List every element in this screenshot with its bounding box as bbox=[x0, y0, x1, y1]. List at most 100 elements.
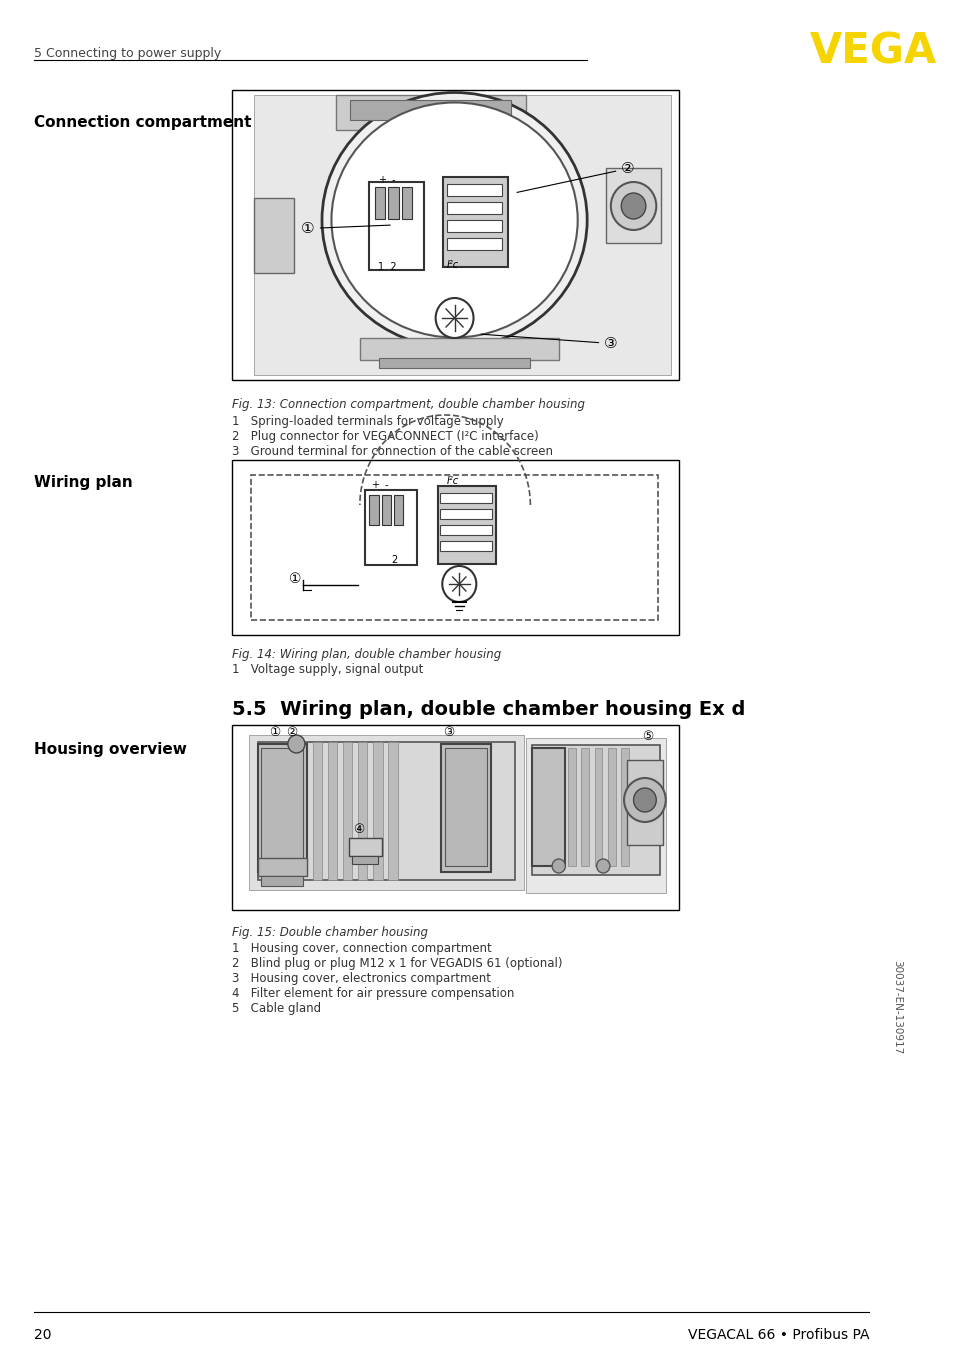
Bar bbox=[249, 735, 523, 890]
Text: -: - bbox=[391, 175, 395, 185]
Circle shape bbox=[610, 181, 656, 230]
Bar bbox=[440, 493, 491, 502]
Text: 5 Connecting to power supply: 5 Connecting to power supply bbox=[34, 47, 221, 60]
Bar bbox=[251, 475, 658, 620]
Text: VEGACAL 66 • Profibus PA: VEGACAL 66 • Profibus PA bbox=[687, 1328, 868, 1342]
Bar bbox=[440, 509, 491, 519]
Bar bbox=[607, 747, 615, 867]
Text: Wiring plan: Wiring plan bbox=[34, 475, 132, 490]
Bar bbox=[357, 742, 367, 880]
Bar bbox=[443, 177, 507, 267]
Bar bbox=[359, 338, 558, 360]
Bar bbox=[335, 95, 525, 130]
Bar bbox=[253, 198, 294, 274]
Bar bbox=[375, 187, 385, 219]
Text: +: + bbox=[377, 175, 385, 185]
Text: 2   Blind plug or plug M12 x 1 for VEGADIS 61 (optional): 2 Blind plug or plug M12 x 1 for VEGADIS… bbox=[232, 957, 562, 969]
Bar bbox=[447, 238, 501, 250]
Bar bbox=[342, 742, 352, 880]
Circle shape bbox=[596, 858, 609, 873]
Text: -: - bbox=[384, 481, 388, 490]
Circle shape bbox=[623, 779, 665, 822]
Text: ①: ① bbox=[301, 221, 390, 236]
Text: 3   Ground terminal for connection of the cable screen: 3 Ground terminal for connection of the … bbox=[232, 445, 553, 458]
Bar bbox=[327, 742, 336, 880]
Circle shape bbox=[288, 735, 305, 753]
Text: 2   Plug connector for VEGACONNECT (I²C interface): 2 Plug connector for VEGACONNECT (I²C in… bbox=[232, 431, 538, 443]
Circle shape bbox=[552, 858, 565, 873]
Bar bbox=[348, 838, 381, 856]
Circle shape bbox=[633, 788, 656, 812]
Text: +: + bbox=[371, 481, 379, 490]
Bar bbox=[568, 747, 576, 867]
Bar bbox=[388, 187, 398, 219]
Text: 4   Filter element for air pressure compensation: 4 Filter element for air pressure compen… bbox=[232, 987, 514, 1001]
Bar bbox=[440, 542, 491, 551]
Bar bbox=[394, 496, 403, 525]
Text: 2: 2 bbox=[391, 555, 397, 565]
Bar bbox=[257, 742, 515, 880]
Circle shape bbox=[436, 298, 473, 338]
Text: 1  2: 1 2 bbox=[377, 263, 396, 272]
Text: 5.5  Wiring plan, double chamber housing Ex d: 5.5 Wiring plan, double chamber housing … bbox=[232, 700, 744, 719]
Text: ③: ③ bbox=[443, 726, 454, 739]
Ellipse shape bbox=[331, 103, 578, 337]
Text: ③: ③ bbox=[480, 334, 618, 351]
Bar bbox=[232, 89, 679, 380]
Text: Fig. 14: Wiring plan, double chamber housing: Fig. 14: Wiring plan, double chamber hou… bbox=[232, 649, 500, 661]
Text: ①: ① bbox=[289, 571, 301, 586]
Bar bbox=[605, 168, 660, 242]
Text: 1   Spring-loaded terminals for voltage supply: 1 Spring-loaded terminals for voltage su… bbox=[232, 414, 503, 428]
Bar bbox=[440, 525, 491, 535]
Text: VEGA: VEGA bbox=[809, 30, 936, 72]
Bar bbox=[232, 724, 679, 910]
Text: 1   Voltage supply, signal output: 1 Voltage supply, signal output bbox=[232, 663, 423, 676]
Circle shape bbox=[442, 566, 476, 603]
Text: 3   Housing cover, electronics compartment: 3 Housing cover, electronics compartment bbox=[232, 972, 491, 984]
Bar bbox=[364, 490, 416, 565]
Bar bbox=[257, 743, 307, 872]
Text: ②: ② bbox=[286, 726, 297, 739]
Text: 1   Housing cover, connection compartment: 1 Housing cover, connection compartment bbox=[232, 942, 491, 955]
Text: ②: ② bbox=[517, 161, 634, 192]
Text: 5   Cable gland: 5 Cable gland bbox=[232, 1002, 321, 1016]
Text: ⑤: ⑤ bbox=[641, 730, 653, 743]
Bar bbox=[441, 743, 490, 872]
Bar bbox=[447, 184, 501, 196]
Bar bbox=[594, 747, 601, 867]
Bar bbox=[352, 856, 377, 864]
Bar bbox=[620, 747, 628, 867]
Bar bbox=[445, 747, 486, 867]
Bar bbox=[261, 747, 303, 867]
Bar bbox=[257, 858, 307, 876]
Bar bbox=[373, 742, 382, 880]
Bar bbox=[232, 460, 679, 635]
Bar bbox=[581, 747, 588, 867]
Text: 20: 20 bbox=[34, 1328, 51, 1342]
Bar bbox=[313, 742, 322, 880]
Bar bbox=[525, 738, 665, 894]
Bar bbox=[532, 745, 659, 875]
Circle shape bbox=[620, 194, 645, 219]
Text: Fig. 15: Double chamber housing: Fig. 15: Double chamber housing bbox=[232, 926, 428, 940]
Bar bbox=[447, 219, 501, 232]
Text: Connection compartment: Connection compartment bbox=[34, 115, 252, 130]
Text: 30037-EN-130917: 30037-EN-130917 bbox=[891, 960, 902, 1055]
Bar bbox=[253, 95, 670, 375]
Bar bbox=[447, 202, 501, 214]
Bar bbox=[437, 486, 496, 565]
Bar bbox=[261, 876, 303, 886]
Bar bbox=[532, 747, 565, 867]
Bar bbox=[369, 181, 424, 269]
Bar bbox=[378, 357, 530, 368]
Bar bbox=[626, 760, 662, 845]
Ellipse shape bbox=[322, 92, 586, 348]
Bar bbox=[401, 187, 412, 219]
Text: I²c: I²c bbox=[447, 477, 458, 486]
Text: Housing overview: Housing overview bbox=[34, 742, 187, 757]
Bar bbox=[381, 496, 391, 525]
Bar bbox=[350, 100, 511, 121]
Text: I²c: I²c bbox=[447, 260, 458, 269]
Bar bbox=[369, 496, 378, 525]
Text: ①: ① bbox=[269, 726, 280, 739]
